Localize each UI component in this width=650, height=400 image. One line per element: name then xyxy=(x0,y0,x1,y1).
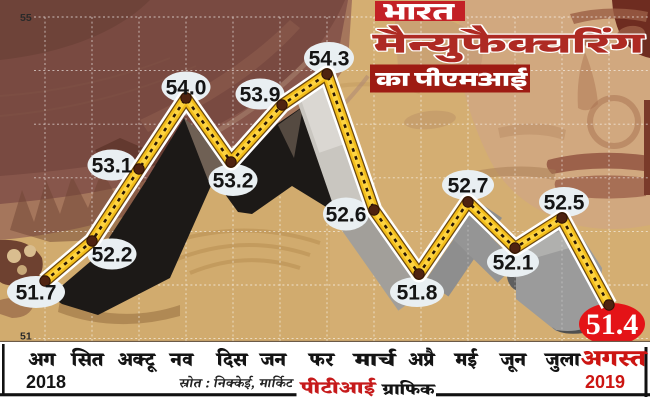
svg-text:54.3: 54.3 xyxy=(309,48,350,71)
svg-text:52.7: 52.7 xyxy=(448,175,489,198)
svg-text:52.5: 52.5 xyxy=(544,192,585,215)
svg-text:51.8: 51.8 xyxy=(397,282,438,305)
svg-text:51.7: 51.7 xyxy=(16,282,57,305)
svg-text:51.4: 51.4 xyxy=(586,308,639,341)
svg-text:53.1: 53.1 xyxy=(92,155,133,178)
svg-text:52.2: 52.2 xyxy=(92,244,133,267)
svg-text:2018: 2018 xyxy=(26,372,66,392)
svg-text:53.2: 53.2 xyxy=(213,170,254,193)
svg-text:53.9: 53.9 xyxy=(240,84,281,107)
svg-text:54.0: 54.0 xyxy=(166,77,207,100)
svg-text:2019: 2019 xyxy=(585,372,625,392)
svg-text:55: 55 xyxy=(20,12,32,24)
svg-text:52.6: 52.6 xyxy=(326,204,367,227)
svg-text:51: 51 xyxy=(20,331,32,343)
svg-text:52.1: 52.1 xyxy=(493,252,534,275)
